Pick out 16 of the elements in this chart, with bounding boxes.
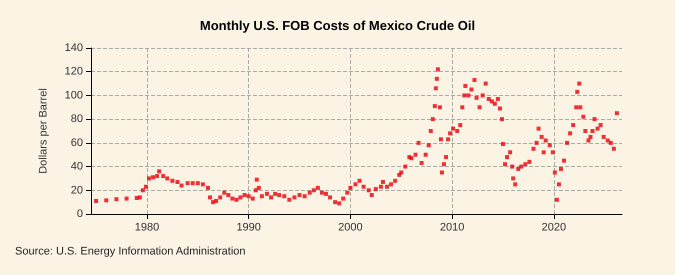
source-note: Source: U.S. Energy Information Administration (15, 246, 246, 258)
x-tick-label: 2020 (542, 222, 566, 234)
x-tick-label: 1980 (134, 222, 160, 234)
y-tick-label: 140 (64, 42, 83, 54)
y-tick-label: 120 (64, 66, 83, 78)
x-tick-label: 1990 (236, 222, 261, 234)
y-axis-title: Dollars per Barrel (38, 88, 50, 174)
y-tick-label: 40 (70, 160, 83, 173)
chart-title: Monthly U.S. FOB Costs of Mexico Crude Oil (200, 18, 476, 33)
y-tick-label: 100 (64, 89, 83, 102)
x-tick-label: 2000 (338, 222, 363, 234)
y-tick-label: 20 (70, 184, 83, 196)
x-tick-label: 2010 (440, 222, 464, 234)
y-tick-label: 60 (70, 136, 83, 149)
y-tick-label: 80 (70, 113, 83, 126)
y-tick-label: 0 (76, 208, 83, 220)
